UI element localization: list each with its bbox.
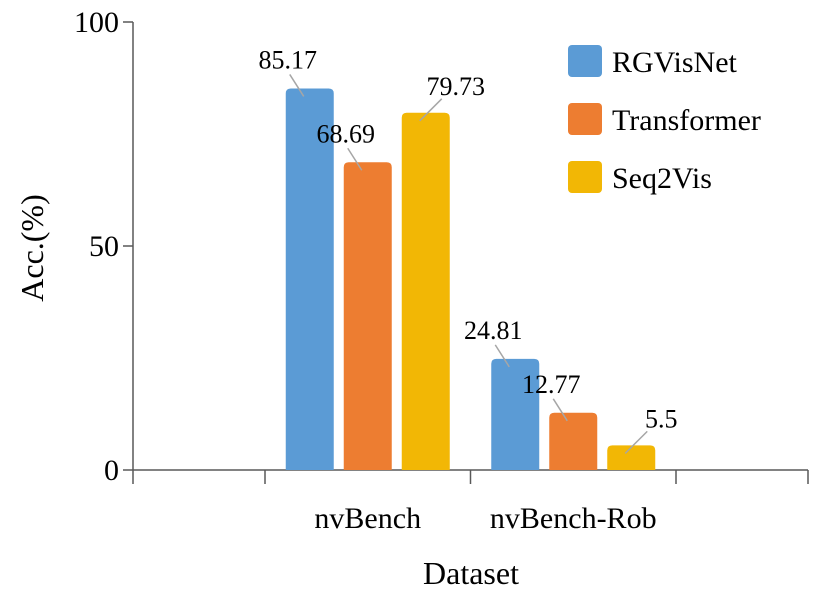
- y-axis-title: Acc.(%): [14, 194, 50, 301]
- legend-swatch: [568, 161, 602, 193]
- x-tick-label: nvBench: [314, 502, 421, 535]
- axes: 0 50 100 nvBench nvBench-Rob: [74, 6, 809, 535]
- bar: [343, 162, 392, 470]
- label-leader-line: [624, 430, 648, 454]
- y-tick-label: 0: [104, 454, 119, 487]
- data-label: 79.73: [427, 72, 486, 101]
- bar: [607, 445, 656, 470]
- legend-label: RGVisNet: [612, 46, 738, 79]
- data-label: 12.77: [522, 370, 581, 399]
- label-leader-line: [494, 344, 510, 368]
- bar: [549, 412, 598, 470]
- label-leader-line: [419, 98, 443, 122]
- data-labels: 85.17 68.69 79.73 24.81 12.77 5.5: [259, 45, 678, 454]
- data-label: 85.17: [259, 45, 318, 74]
- bars: [285, 88, 656, 470]
- y-tick-label: 100: [74, 6, 119, 39]
- legend-swatch: [568, 45, 602, 77]
- data-label: 24.81: [464, 316, 523, 345]
- label-leader-line: [347, 147, 363, 171]
- legend-label: Transformer: [612, 104, 761, 137]
- label-leader-line: [289, 74, 305, 97]
- label-leader-line: [552, 398, 568, 422]
- data-label: 5.5: [645, 404, 678, 433]
- bar: [401, 112, 450, 470]
- x-tick-label: nvBench-Rob: [490, 502, 657, 535]
- bar: [285, 88, 334, 470]
- legend: RGVisNet Transformer Seq2Vis: [568, 45, 761, 195]
- legend-label: Seq2Vis: [612, 162, 712, 195]
- legend-swatch: [568, 103, 602, 135]
- y-tick-label: 50: [89, 230, 119, 263]
- x-axis-title: Dataset: [423, 555, 519, 591]
- bar: [491, 358, 540, 470]
- data-label: 68.69: [317, 119, 376, 148]
